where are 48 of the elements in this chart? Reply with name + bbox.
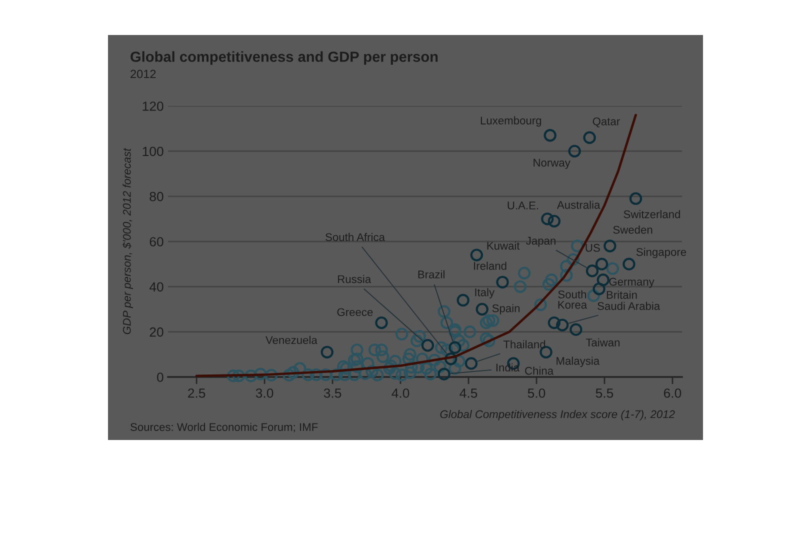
annotation: Russia <box>338 274 372 284</box>
annotation: Japan <box>526 236 556 247</box>
x-tick-label: 4.0 <box>392 388 410 398</box>
annotation: Venezuela <box>266 336 318 344</box>
x-axis-title: Global Competitiveness Index score (1-7), 2012 <box>440 410 675 420</box>
annotation: Saudi Arabia <box>598 302 660 310</box>
y-axis-title: GDP per person, $'000, 2012 forecast <box>122 148 133 334</box>
y-tick-label: 120 <box>142 102 164 111</box>
annotation: Australia <box>556 200 600 209</box>
y-tick-label: 40 <box>149 282 164 292</box>
x-tick-label: 3.0 <box>256 388 274 398</box>
x-tick-label: 6.0 <box>664 388 682 398</box>
annotation: Thailand <box>503 340 546 348</box>
annotation: Sweden <box>613 226 652 234</box>
annotation: Malaysia <box>556 356 600 368</box>
chart-subtitle: 2012 <box>130 70 156 78</box>
x-tick-label: 5.5 <box>596 388 614 398</box>
annotation: Luxembourg <box>480 116 542 127</box>
annotation: Britain <box>606 290 637 299</box>
annotation: Italy <box>475 288 495 298</box>
annotation: Singapore <box>636 248 686 258</box>
annotation: Kuwait <box>487 242 520 250</box>
source-note: Sources: World Economic Forum; IMF <box>130 422 318 432</box>
y-tick-label: 100 <box>142 146 164 156</box>
annotation: Ireland <box>474 262 506 270</box>
annotation: U.A.E. <box>508 202 538 210</box>
annotation: Spain <box>492 304 520 314</box>
annotation: India <box>496 363 520 372</box>
x-tick-label: 4.5 <box>460 388 478 398</box>
y-tick-label: 20 <box>150 327 164 337</box>
annotation: Greece <box>337 308 373 316</box>
annotation: Germany <box>609 278 654 288</box>
annotation: Brazil <box>418 270 444 278</box>
x-tick-label: 3.5 <box>324 388 342 398</box>
annotation: Switzerland <box>624 210 680 218</box>
annotation: South Korea <box>558 290 588 309</box>
y-tick-label: 0 <box>157 372 164 382</box>
chart-title: Global competitiveness and GDP per person <box>130 51 438 65</box>
x-tick-label: 5.0 <box>528 388 546 398</box>
x-tick-label: 2.5 <box>188 388 206 398</box>
annotation: China <box>525 366 554 375</box>
annotation: Taiwan <box>586 338 620 346</box>
annotation: US <box>586 244 600 252</box>
annotation: South Africa <box>326 232 385 242</box>
y-tick-label: 60 <box>150 237 164 246</box>
y-tick-label: 80 <box>150 192 164 202</box>
annotation: Qatar <box>592 117 620 128</box>
annotation: Norway <box>534 158 570 169</box>
